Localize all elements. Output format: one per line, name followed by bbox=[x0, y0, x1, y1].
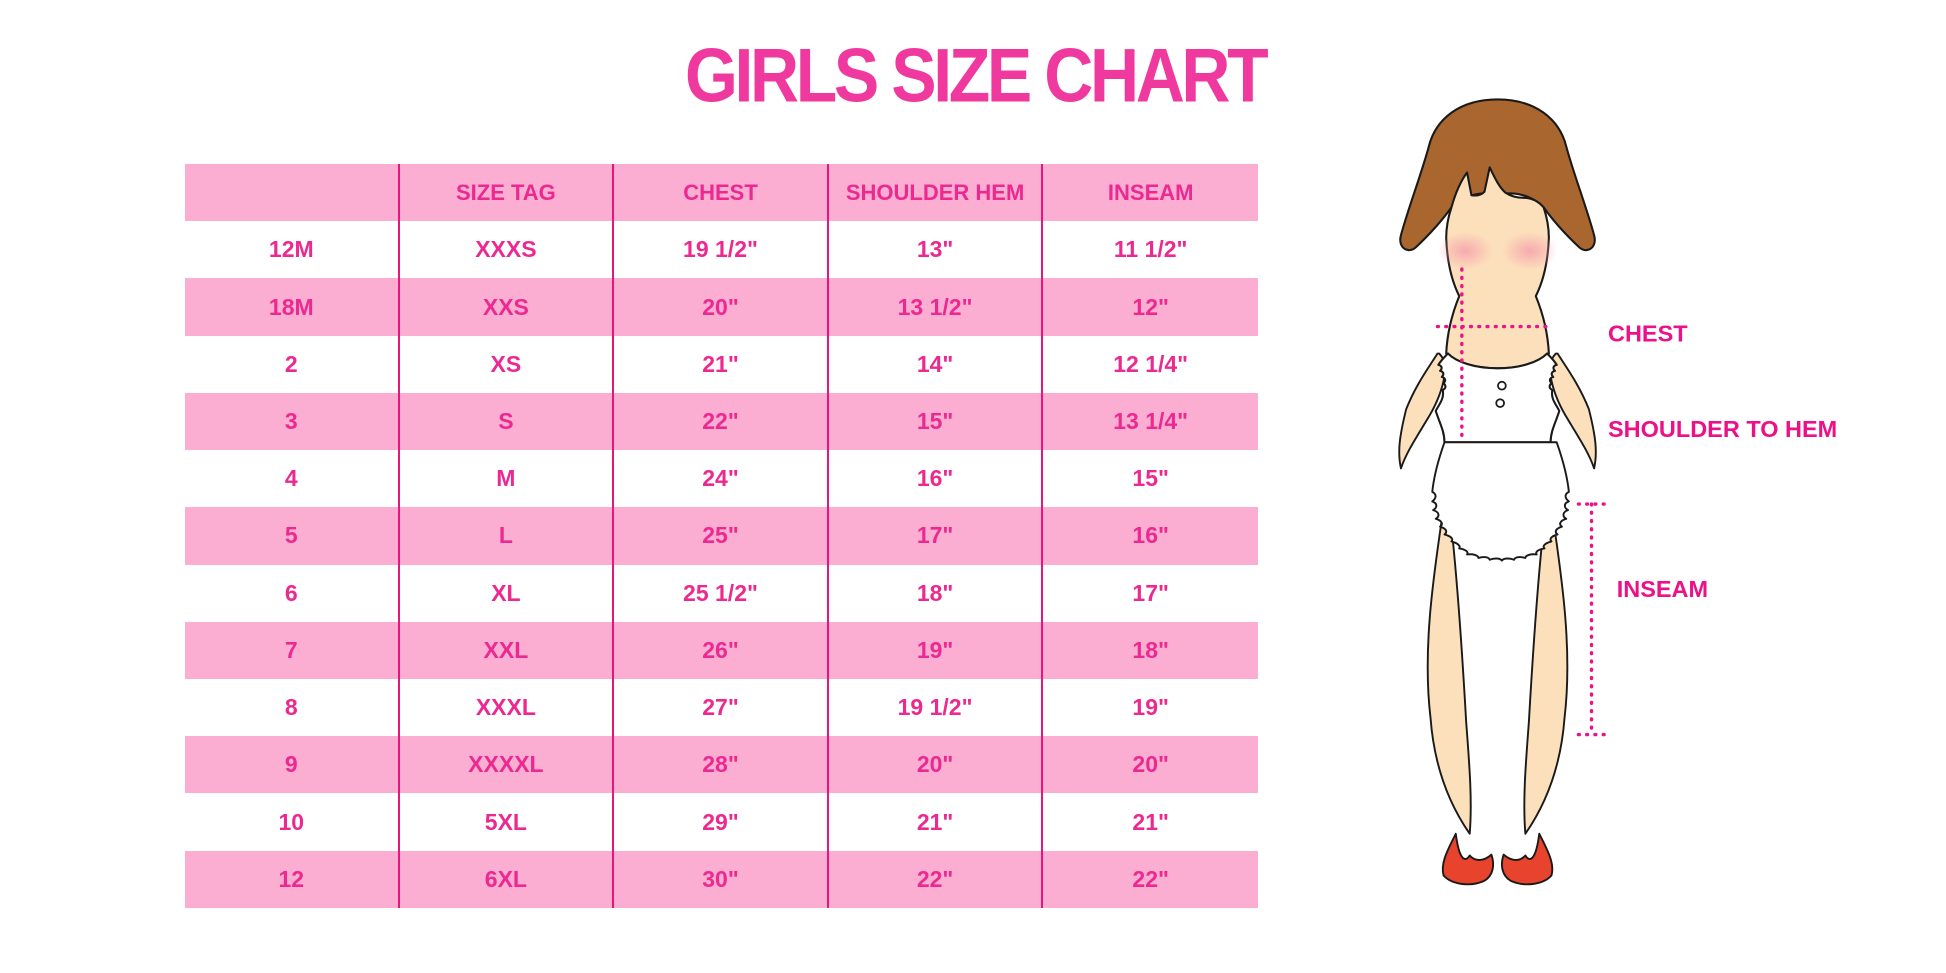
svg-text:SHOULDER TO HEM: SHOULDER TO HEM bbox=[1608, 416, 1837, 442]
svg-text:INSEAM: INSEAM bbox=[1617, 576, 1708, 602]
svg-text:CHEST: CHEST bbox=[1608, 320, 1688, 346]
